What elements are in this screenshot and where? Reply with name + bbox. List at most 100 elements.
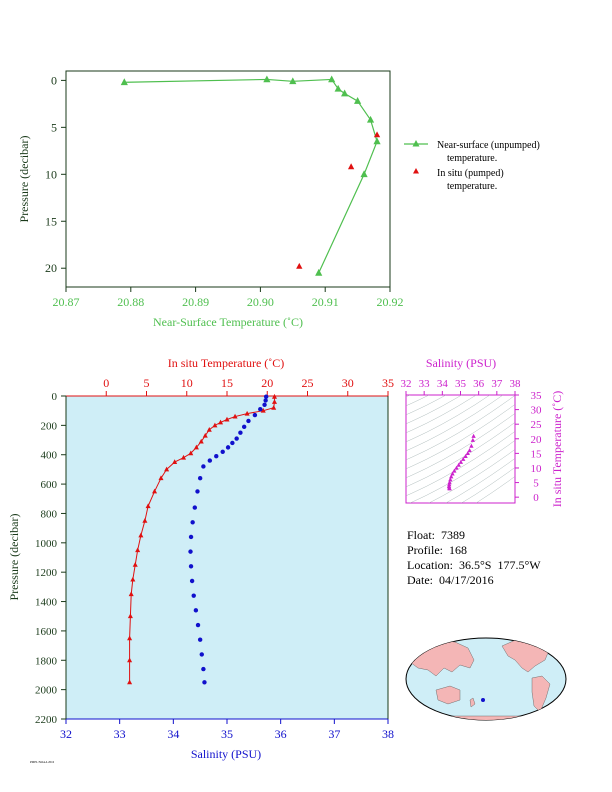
chart2-background [66,396,388,719]
profile-date: Date: 04/17/2016 [407,573,494,587]
ts-temp-tick-label: 25 [531,419,543,431]
ts-background [405,394,516,504]
temperature-point [202,432,208,438]
chart1-y-tick-label: 0 [51,73,57,87]
ts-point [469,443,474,448]
salinity-tick-label: 32 [60,727,72,741]
legend-red-marker [413,168,419,174]
temperature-point [260,407,266,413]
temperature-point [138,532,144,538]
temp-tick-label: 30 [342,376,354,390]
near-surface-point [360,170,368,178]
chart1-plot-area [120,75,381,276]
in-situ-point [347,163,355,170]
salinity-point [195,489,200,494]
salinity-point [241,424,247,430]
salinity-point [193,608,199,613]
temperature-point [128,591,134,597]
chart1-x-tick-label: 20.87 [53,295,80,309]
ts-top-xlabel: Salinity (PSU) [426,356,496,370]
temperature-point [206,426,212,432]
chart1-ylabel: Pressure (decibar) [17,136,31,223]
temp-tick-label: 25 [302,376,314,390]
temp-tick-label: 10 [181,376,193,390]
chart2-ylabel: Pressure (decibar) [7,514,21,601]
map-land-australia [435,685,461,705]
chart1-x-tick-label: 20.90 [247,295,274,309]
legend-green-label-1: Near-surface (unpumped) [437,140,540,151]
salinity-point [263,394,269,399]
salinity-tick-label: 33 [114,727,126,741]
near-surface-point [334,84,342,92]
temp-tick-label: 35 [382,376,394,390]
temperature-point [127,635,133,641]
salinity-point [262,402,267,408]
ts-point [450,471,455,476]
density-contour [428,449,515,503]
pressure-tick-label: 1600 [35,626,58,638]
temperature-point [181,454,187,460]
ts-temp-tick-label: 10 [531,463,543,475]
temperature-point [271,393,278,399]
density-contour [461,467,515,503]
chart1-x-tick-label: 20.88 [117,295,144,309]
density-contour [445,458,515,503]
ts-temp-tick-label: 15 [531,448,543,460]
pressure-tick-label: 1200 [35,567,58,579]
density-contour [406,395,504,452]
chart1-y-tick-label: 15 [45,214,57,228]
chart1-legend: Near-surface (unpumped) temperature. In … [404,140,540,192]
ts-point [447,480,452,485]
temperature-point [271,404,277,410]
ts-temp-tick-label: 5 [533,478,539,490]
near-surface-series-line [124,78,378,274]
near-surface-point [315,268,323,276]
chart1-y-tick-label: 10 [45,167,57,181]
pressure-tick-label: 600 [41,479,58,491]
in-situ-point [373,131,381,138]
density-contour [406,395,447,416]
chart1-y-axis: 0 5 10 15 20 [45,73,66,275]
near-surface-point [289,77,297,85]
density-contour [406,404,515,470]
ts-ylabel: In situ Temperature (˚C) [550,391,564,508]
temperature-point [145,503,151,509]
temperature-point [193,444,199,450]
salinity-point [225,445,231,450]
density-contour [409,440,515,503]
density-contour [406,395,430,407]
salinity-point [197,637,203,642]
ts-point [467,448,472,453]
float-info: Float: 7389 Profile: 168 Location: 36.5°… [407,528,541,588]
salinity-point [192,505,197,510]
temperature-point [127,679,133,685]
temperature-point [198,438,204,444]
salinity-point [202,680,207,685]
ts-point [471,433,476,438]
ts-density-contours [396,280,525,503]
ts-salinity-tick-label: 32 [401,378,412,390]
temp-tick-label: 20 [261,376,273,390]
salinity-point [238,430,243,435]
temperature-point [244,410,250,416]
ts-point [470,437,476,442]
temperature-point [130,576,136,582]
density-contour [396,280,525,356]
ts-point [447,486,452,491]
pressure-tick-label: 1800 [35,655,58,667]
float-location: Location: 36.5°S 177.5°W [407,558,541,572]
ts-point [463,453,468,458]
salinity-point [214,453,219,459]
ts-salinity-tick-label: 38 [510,378,522,390]
ts-salinity-tick-label: 33 [419,378,431,390]
density-contour [406,395,462,425]
temperature-point [224,416,230,422]
salinity-point [201,666,206,672]
chart1-x-tick-label: 20.89 [182,295,209,309]
temp-tick-label: 5 [144,376,150,390]
temperature-point [142,517,148,523]
near-surface-point [263,75,271,83]
chart1-x-tick-label: 20.92 [377,295,404,309]
chart2-top-xlabel: In situ Temperature (˚C) [168,356,285,370]
